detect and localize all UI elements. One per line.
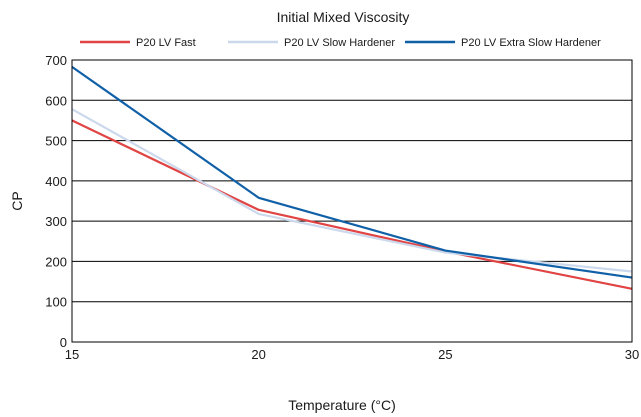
series-lines: [71, 65, 633, 290]
x-tick-label: 30: [625, 347, 639, 362]
y-axis-label: CP: [9, 191, 25, 210]
y-tick-label: 700: [45, 53, 67, 68]
y-tick-label: 500: [45, 134, 67, 149]
y-tick-label: 0: [60, 335, 67, 350]
legend-label: P20 LV Slow Hardener: [284, 37, 395, 49]
legend-label: P20 LV Fast: [136, 37, 196, 49]
x-tick-label: 20: [251, 347, 265, 362]
x-tick-labels: 15 20 25 30: [65, 347, 639, 362]
y-tick-label: 400: [45, 174, 67, 189]
y-tick-label: 300: [45, 214, 67, 229]
y-tick-labels: 0 100 200 300 400 500 600 700: [45, 53, 67, 350]
legend-item: P20 LV Slow Hardener: [228, 37, 395, 49]
legend-item: P20 LV Extra Slow Hardener: [405, 37, 601, 49]
chart-title: Initial Mixed Viscosity: [277, 9, 410, 25]
legend-item: P20 LV Fast: [80, 37, 196, 49]
legend-label: P20 LV Extra Slow Hardener: [461, 37, 601, 49]
series-line-3: [71, 65, 633, 279]
y-tick-label: 600: [45, 93, 67, 108]
y-tick-label: 200: [45, 254, 67, 269]
legend: P20 LV Fast P20 LV Slow Hardener P20 LV Ex…: [80, 37, 601, 49]
series-line-1: [71, 119, 633, 290]
x-tick-label: 25: [438, 347, 452, 362]
gridlines: [72, 99, 632, 303]
y-tick-label: 100: [45, 295, 67, 310]
plot-frame: [71, 59, 633, 343]
x-tick-label: 15: [65, 347, 79, 362]
series-line-2: [71, 108, 633, 273]
x-axis-label: Temperature (°C): [288, 397, 396, 413]
